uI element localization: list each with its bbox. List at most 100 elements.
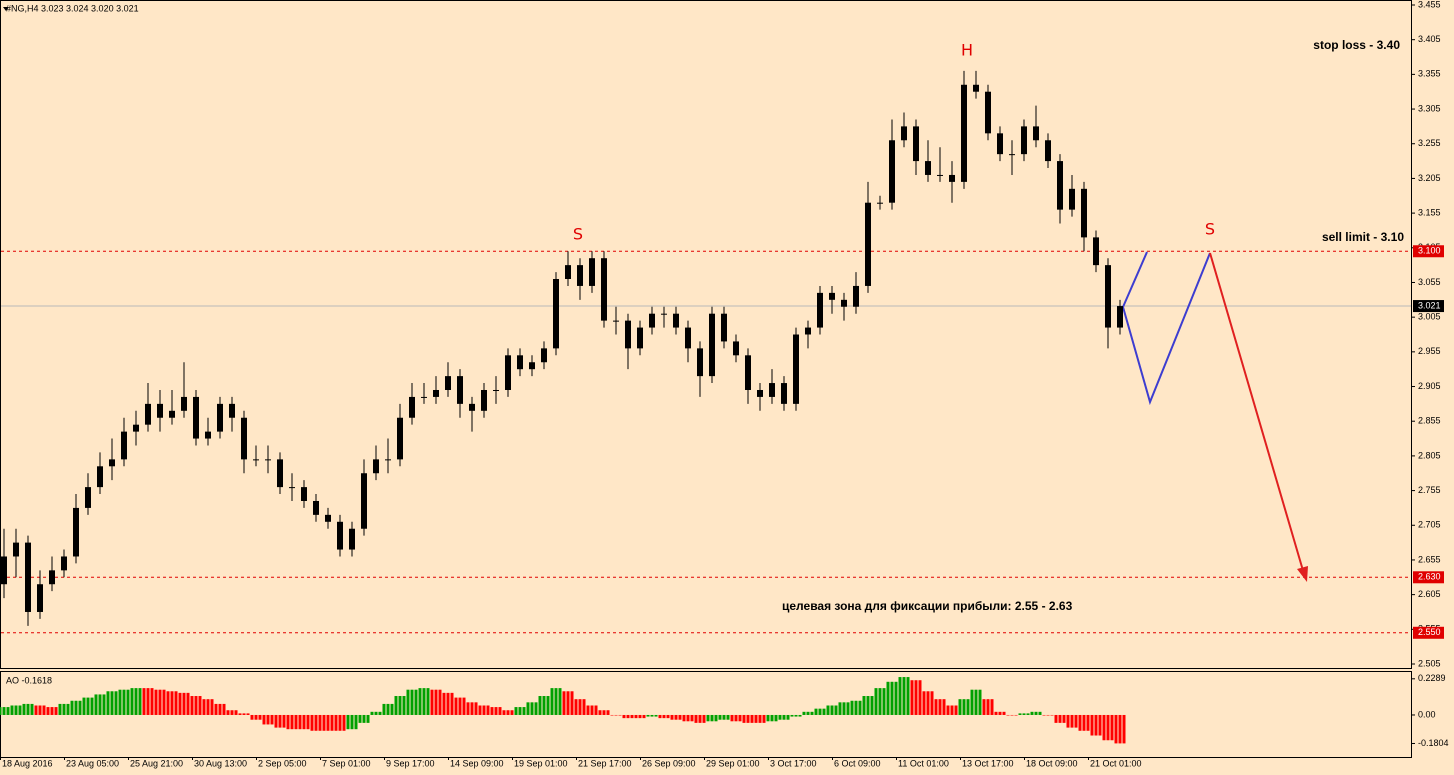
candle-body xyxy=(925,161,931,175)
candle-body xyxy=(985,91,991,134)
ao-bar xyxy=(1038,711,1042,715)
ao-bar xyxy=(262,714,266,725)
candle-body xyxy=(685,327,691,349)
ao-bar xyxy=(14,705,18,715)
ao-bar xyxy=(6,707,10,715)
ao-bar xyxy=(302,714,306,730)
ao-bar xyxy=(498,707,502,715)
y-tick-label: 2.805 xyxy=(1418,450,1441,460)
ao-bar xyxy=(754,714,758,723)
ao-bar xyxy=(886,681,890,715)
y-tick-label: 2.505 xyxy=(1418,658,1441,668)
ao-bar xyxy=(126,689,130,715)
ao-bar xyxy=(618,714,622,716)
ao-bar xyxy=(162,689,166,715)
ao-bar xyxy=(442,692,446,715)
candle-body xyxy=(613,320,619,322)
ao-bar xyxy=(118,689,122,715)
ao-bar xyxy=(298,714,302,730)
ao-bar xyxy=(290,714,294,730)
ao-bar xyxy=(1050,714,1054,716)
candle-body xyxy=(157,403,163,418)
ao-bar xyxy=(854,700,858,715)
ao-bar xyxy=(574,699,578,715)
ao-bar xyxy=(890,681,894,715)
ao-bar xyxy=(102,694,106,715)
ao-bar xyxy=(910,680,914,715)
ao-bar xyxy=(210,699,214,715)
candle-body xyxy=(97,466,103,488)
ao-bar xyxy=(570,691,574,715)
candle-body xyxy=(805,327,811,335)
ao-bar xyxy=(794,714,798,717)
ao-bar xyxy=(722,714,726,720)
ao-bar xyxy=(790,714,794,717)
ao-bar xyxy=(490,707,494,715)
candle-body xyxy=(853,285,859,307)
candle-body xyxy=(349,528,355,550)
x-tick-label: 18 Oct 09:00 xyxy=(1026,758,1078,768)
arrow-head xyxy=(1297,566,1308,582)
ao-bar xyxy=(626,714,630,719)
candle-body xyxy=(133,424,139,432)
ao-bar xyxy=(1010,714,1014,716)
ao-bar xyxy=(906,677,910,715)
candle-body xyxy=(1045,140,1051,162)
symbol-header: #NG,H4 3.023 3.024 3.020 3.021 xyxy=(6,3,139,13)
level-tag xyxy=(1413,571,1444,584)
ao-bar xyxy=(538,696,542,715)
candle-body xyxy=(577,265,583,286)
candle-body xyxy=(325,514,331,522)
ao-bar xyxy=(942,699,946,715)
ao-bar xyxy=(862,696,866,715)
candle-body xyxy=(277,459,283,488)
ao-bar xyxy=(414,689,418,715)
candle-body xyxy=(145,403,151,425)
ao-bar xyxy=(466,702,470,715)
ao-bar xyxy=(946,705,950,715)
ao-bar xyxy=(970,689,974,715)
ao-bar xyxy=(1106,714,1110,741)
candle-body xyxy=(1093,237,1099,266)
ao-bar xyxy=(1102,714,1106,741)
candle-body xyxy=(949,174,955,182)
candle-body xyxy=(13,542,19,557)
shoulder-label: S xyxy=(573,225,583,244)
candle-body xyxy=(745,355,751,390)
ao-bar xyxy=(114,691,118,715)
ao-bar xyxy=(782,714,786,720)
ao-bar xyxy=(50,707,54,715)
ao-bar xyxy=(1014,714,1018,716)
ao-bar xyxy=(666,714,670,719)
ao-bar xyxy=(770,714,774,722)
ao-bar xyxy=(258,714,262,720)
ao-bar xyxy=(734,714,738,722)
ao-bar xyxy=(98,694,102,715)
candle-body xyxy=(205,431,211,439)
ao-bar xyxy=(746,714,750,723)
ao-bar xyxy=(590,705,594,715)
ao-bar xyxy=(1006,714,1010,716)
price-tag xyxy=(1413,300,1444,313)
ao-bar xyxy=(234,710,238,715)
ao-bar xyxy=(322,714,326,731)
ao-bar xyxy=(182,692,186,715)
indicator-tick-label: 0.00 xyxy=(1418,709,1436,719)
ao-bar xyxy=(366,714,370,723)
ao-bar xyxy=(670,714,674,720)
candle-body xyxy=(733,341,739,356)
candle-body xyxy=(709,313,715,377)
candle-body xyxy=(493,389,499,391)
ao-bar xyxy=(70,700,74,715)
ao-bar xyxy=(338,714,342,731)
ao-bar xyxy=(714,714,718,722)
candle-body xyxy=(445,376,451,390)
indicator-tick-label: 0.2289 xyxy=(1418,673,1446,683)
ao-bar xyxy=(1110,714,1114,741)
ao-bar xyxy=(94,694,98,715)
ao-bar xyxy=(818,708,822,715)
x-tick-label: 23 Aug 05:00 xyxy=(66,758,119,768)
ao-bar xyxy=(1118,714,1122,744)
y-tick-label: 3.355 xyxy=(1418,69,1441,79)
y-tick-label: 3.305 xyxy=(1418,103,1441,113)
